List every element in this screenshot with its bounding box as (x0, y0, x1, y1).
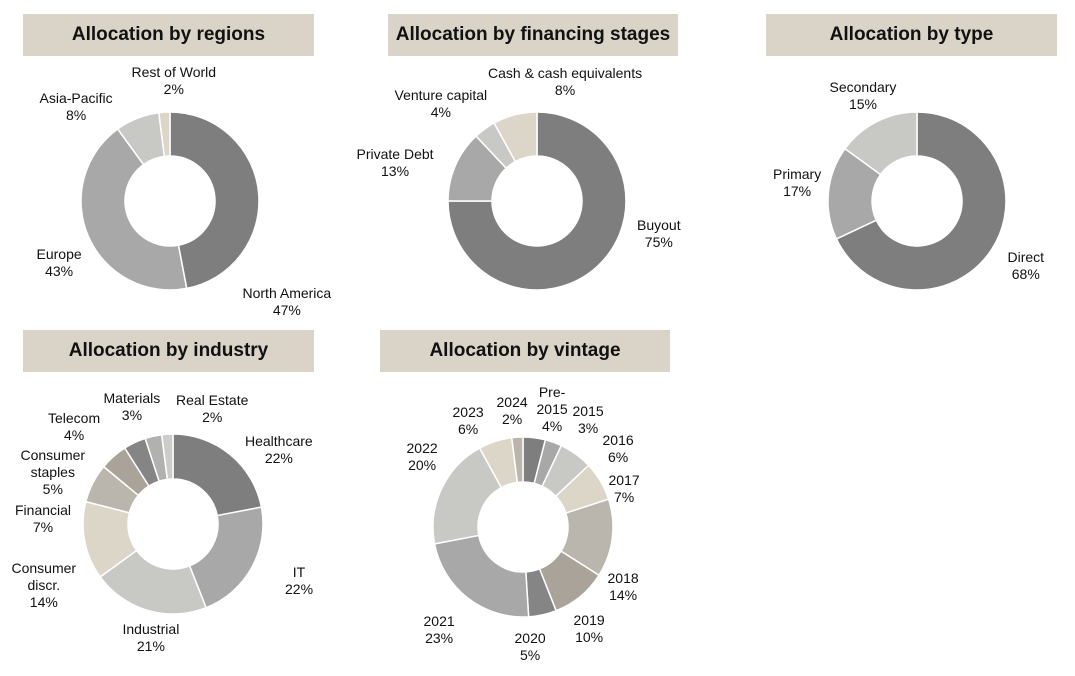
data-label-buyout: Buyout 75% (637, 217, 681, 250)
data-label-2019: 2019 10% (573, 612, 605, 645)
slice-north-america (169, 111, 260, 290)
slice-rest-of-world (158, 111, 171, 158)
data-label-rest-of-world: Rest of World 2% (131, 64, 217, 97)
data-label-2016: 2016 6% (602, 432, 634, 465)
data-label-materials: Materials 3% (103, 390, 161, 423)
data-label-venture-capital: Venture capital 4% (394, 87, 488, 120)
data-label-asia-pacific: Asia-Pacific 8% (39, 90, 113, 123)
data-label-healthcare: Healthcare 22% (245, 433, 313, 466)
chart-title-vintage: Allocation by vintage (380, 330, 670, 372)
chart-title-type: Allocation by type (766, 14, 1057, 56)
data-label-2015: 2015 3% (572, 403, 604, 436)
data-label-primary: Primary 17% (773, 166, 822, 199)
data-label-real-estate: Real Estate 2% (176, 392, 249, 425)
data-label-it: IT 22% (285, 564, 314, 597)
data-label-north-america: North America 47% (242, 285, 332, 318)
slice-direct (835, 111, 1007, 291)
data-label-consumer-staples: Consumer staples 5% (20, 446, 86, 497)
data-label-pre-2015: Pre- 2015 4% (536, 383, 568, 434)
chart-title-regions: Allocation by regions (23, 14, 314, 56)
data-label-2023: 2023 6% (452, 404, 484, 437)
slice-2024 (510, 436, 524, 484)
data-label-financial: Financial 7% (15, 502, 72, 535)
data-label-2020: 2020 5% (514, 630, 546, 663)
data-label-direct: Direct 68% (1007, 249, 1045, 282)
data-label-europe: Europe 43% (36, 246, 82, 279)
data-label-telecom: Telecom 4% (48, 410, 101, 443)
data-label-2017: 2017 7% (608, 472, 640, 505)
data-label-private-debt: Private Debt 13% (356, 146, 434, 179)
data-label-2022: 2022 20% (406, 440, 438, 473)
data-label-secondary: Secondary 15% (829, 79, 897, 112)
chart-title-financing-stages: Allocation by financing stages (388, 14, 678, 56)
chart-title-industry: Allocation by industry (23, 330, 314, 372)
slice-2021 (433, 534, 530, 618)
slice-industrial (99, 549, 208, 615)
data-label-2021: 2021 23% (423, 613, 455, 646)
data-label-cash-cash-equivalents: Cash & cash equivalents 8% (488, 65, 643, 98)
slice-europe (80, 127, 188, 291)
slice-secondary (843, 111, 918, 176)
data-label-2018: 2018 14% (607, 570, 639, 603)
slice-real-estate (160, 433, 174, 481)
data-label-consumer-discr: Consumer discr. 14% (11, 559, 77, 610)
slice-cash-cash-equivalents (493, 111, 538, 163)
data-label-industrial: Industrial 21% (122, 621, 180, 654)
data-label-2024: 2024 2% (496, 394, 528, 427)
slice-buyout (447, 111, 627, 291)
